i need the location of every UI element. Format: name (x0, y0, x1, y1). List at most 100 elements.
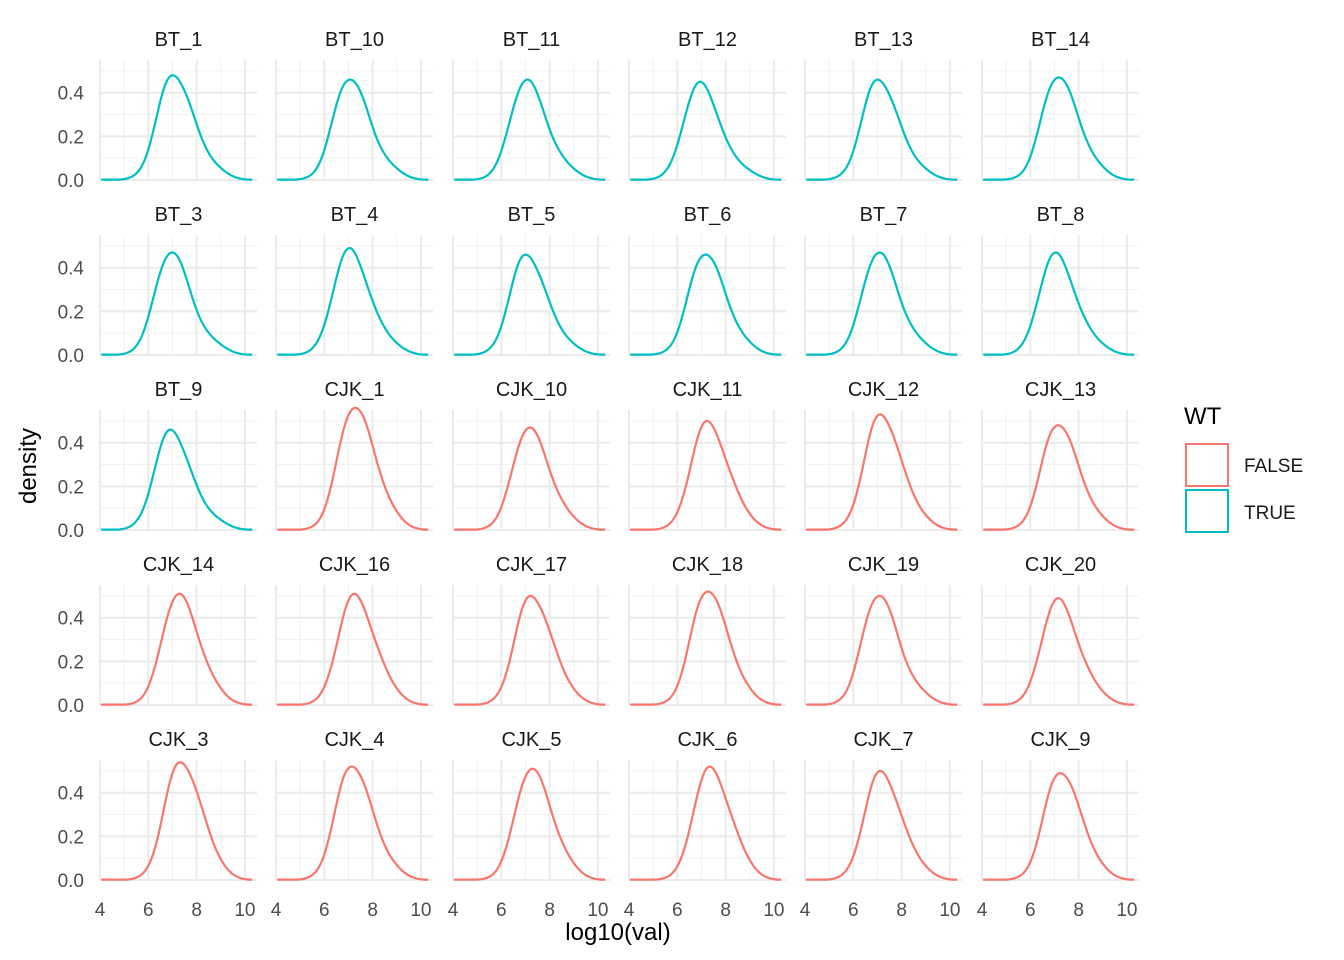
facet-strip-label: BT_12 (678, 29, 737, 51)
x-tick-label: 6 (1025, 900, 1036, 921)
facet-strip-label: CJK_3 (148, 729, 208, 751)
facet-panel: CJK_9 4 6 8 10 (977, 729, 1139, 921)
density-line (630, 80, 782, 181)
y-tick-label: 0.2 (58, 477, 84, 498)
x-tick-label: 6 (672, 900, 683, 921)
density-line (277, 406, 429, 531)
x-tick-label: 8 (191, 900, 202, 921)
facet-strip-label: BT_8 (1037, 204, 1085, 226)
facet-strip-label: BT_7 (860, 204, 908, 226)
facet-panel: BT_1 0.0 0.2 0.4 (58, 29, 257, 192)
y-tick-label: 0.0 (58, 346, 84, 367)
density-line (277, 247, 429, 356)
legend-key-false (1185, 443, 1229, 487)
facet-panel: CJK_12 (804, 379, 962, 531)
facet-strip-label: BT_9 (155, 379, 203, 401)
x-tick-label: 4 (95, 900, 106, 921)
y-tick-label: 0.4 (58, 784, 85, 805)
facet-strip-label: CJK_12 (848, 379, 919, 401)
facet-strip-label: CJK_20 (1025, 554, 1096, 576)
facet-panel: BT_12 (628, 29, 786, 181)
facet-strip-label: BT_13 (854, 29, 913, 51)
x-tick-label: 6 (319, 900, 330, 921)
density-line (630, 253, 782, 356)
y-tick-label: 0.2 (58, 652, 84, 673)
facet-strip-label: BT_3 (155, 204, 203, 226)
facet-panel: BT_14 (981, 29, 1139, 181)
density-line (806, 769, 958, 881)
density-line (101, 74, 253, 181)
facet-strip-label: CJK_11 (673, 379, 743, 401)
density-line (454, 594, 606, 706)
x-tick-label: 8 (1073, 900, 1084, 921)
y-tick-label: 0.4 (58, 609, 85, 630)
legend-label-true: TRUE (1244, 503, 1296, 524)
facet-strip-label: CJK_1 (324, 379, 384, 401)
density-line (101, 251, 253, 356)
density-line (630, 419, 782, 531)
facet-panel: CJK_14 0.0 0.2 0.4 (58, 554, 257, 717)
density-line (454, 78, 606, 181)
x-tick-label: 4 (271, 900, 282, 921)
density-line (454, 767, 606, 881)
facet-panel: BT_6 (628, 204, 786, 356)
facet-strip-label: CJK_4 (324, 729, 384, 751)
x-tick-label: 6 (496, 900, 507, 921)
facet-strip-label: CJK_6 (677, 729, 737, 751)
density-line (806, 594, 958, 706)
facet-strip-label: BT_14 (1031, 29, 1090, 51)
facet-panel: CJK_18 (628, 554, 786, 706)
density-line (983, 251, 1135, 356)
facet-strip-label: CJK_17 (496, 554, 567, 576)
facet-strip-label: CJK_13 (1025, 379, 1096, 401)
facet-panel: CJK_6 4 6 8 10 (624, 729, 786, 921)
x-tick-label: 8 (896, 900, 907, 921)
legend-key-true (1185, 489, 1229, 533)
facet-panel: CJK_20 (981, 554, 1139, 706)
density-line (101, 592, 253, 706)
facet-panel: CJK_5 4 6 8 10 (448, 729, 610, 921)
density-line (630, 590, 782, 706)
facet-strip-label: BT_5 (508, 204, 556, 226)
facet-panel: BT_3 0.0 0.2 0.4 (58, 204, 257, 367)
facet-panel: BT_11 (452, 29, 610, 181)
x-tick-label: 8 (544, 900, 555, 921)
x-tick-label: 8 (720, 900, 731, 921)
x-tick-label: 4 (448, 900, 459, 921)
density-line (454, 426, 606, 531)
facet-panel: CJK_16 (275, 554, 433, 706)
density-line (277, 592, 429, 706)
facet-panel: CJK_1 (275, 379, 433, 531)
y-tick-label: 0.0 (58, 521, 84, 542)
facet-panel: CJK_19 (804, 554, 962, 706)
facet-strip-label: BT_6 (684, 204, 732, 226)
y-axis-title: density (15, 428, 42, 504)
legend: WT FALSE TRUE (1184, 403, 1303, 533)
facet-strip-label: CJK_9 (1030, 729, 1090, 751)
facet-strip-label: BT_4 (331, 204, 379, 226)
density-line (806, 78, 958, 181)
y-tick-label: 0.2 (58, 302, 84, 323)
density-line (806, 251, 958, 356)
density-line (277, 78, 429, 181)
x-tick-label: 4 (624, 900, 635, 921)
facet-strip-label: CJK_19 (848, 554, 919, 576)
facet-panel: BT_4 (275, 204, 433, 356)
facet-strip-label: CJK_16 (319, 554, 390, 576)
facet-strip-label: BT_10 (325, 29, 384, 51)
facet-panel: BT_5 (452, 204, 610, 356)
density-line (630, 765, 782, 881)
facet-strip-label: CJK_5 (501, 729, 561, 751)
facet-strip-label: CJK_14 (143, 554, 214, 576)
x-tick-label: 6 (848, 900, 859, 921)
y-tick-label: 0.2 (58, 127, 84, 148)
x-tick-label: 10 (587, 900, 608, 921)
facet-strip-label: CJK_7 (853, 729, 913, 751)
density-line (983, 76, 1135, 181)
facet-panel: CJK_11 (628, 379, 786, 531)
x-tick-label: 4 (977, 900, 988, 921)
density-line (806, 413, 958, 531)
facet-panel: BT_9 0.0 0.2 0.4 (58, 379, 257, 542)
density-line (101, 761, 253, 881)
